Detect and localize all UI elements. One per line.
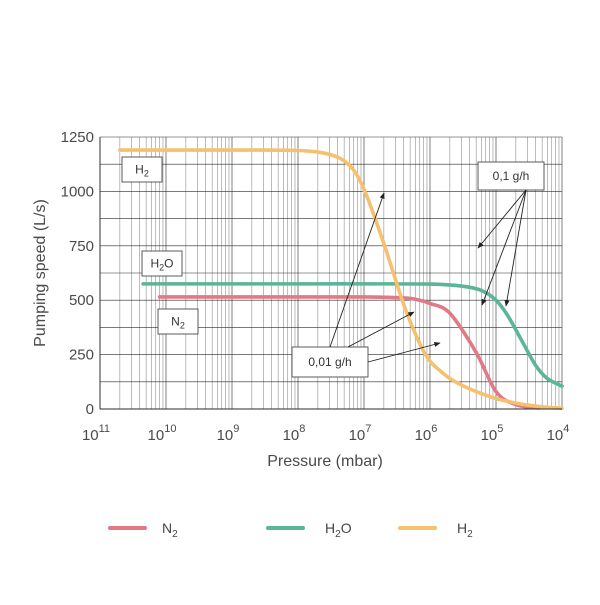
series-line-h2o [141, 282, 564, 388]
x-axis-label: Pressure (mbar) [267, 453, 383, 470]
y-tick-label: 250 [69, 347, 94, 364]
annotation-arrow [481, 189, 527, 306]
x-tick-label: 108 [283, 423, 306, 444]
annotation-text: N2 [171, 315, 185, 331]
annotation-arrow [367, 342, 441, 363]
legend-label: H2 [457, 520, 473, 540]
annotation-box [141, 250, 183, 277]
series-line-n2 [157, 295, 541, 410]
y-tick-label: 500 [69, 292, 94, 309]
legend-item-n2: N2 [108, 520, 178, 540]
legend-item-h2o: H2O [266, 520, 352, 540]
y-tick-label: 0 [86, 401, 94, 418]
x-tick-label: 105 [481, 423, 504, 444]
annotation-arrow [477, 189, 527, 249]
x-tick-label: 104 [547, 423, 570, 444]
legend-label: N2 [162, 520, 178, 540]
y-tick-label: 1250 [61, 129, 94, 146]
x-tick-label: 109 [217, 423, 240, 444]
annotation-layer: H2 H2O N2 0,1 g/h 0,01 g/h [121, 156, 545, 378]
tick-layer: 0 250 500 750 1000 1250 1011 1010 109 108 107 106 10… [32, 129, 569, 470]
annotation-flow-001: 0,01 g/h [291, 346, 369, 378]
x-tick-label: 1011 [82, 423, 110, 444]
annotation-h2o-box: H2O [141, 250, 183, 277]
legend-item-h2: H2 [398, 520, 473, 540]
x-tick-label: 1010 [148, 423, 177, 444]
frame-layer [99, 137, 562, 410]
annotation-arrow [329, 192, 385, 348]
annotation-arrow [504, 189, 527, 307]
x-tick-label: 107 [349, 423, 372, 444]
curve-layer [118, 148, 564, 410]
annotation-h2-box: H2 [121, 156, 163, 183]
annotation-text: H2 [135, 163, 149, 179]
annotation-text: H2O [150, 257, 173, 273]
annotation-text: 0,1 g/h [493, 169, 530, 183]
y-tick-label: 750 [69, 238, 94, 255]
annotation-n2-box: N2 [157, 308, 199, 335]
annotation-box [477, 161, 545, 191]
legend-label: H2O [325, 520, 352, 540]
y-tick-label: 1000 [61, 183, 94, 200]
annotation-box [157, 308, 199, 335]
annotation-text: 0,01 g/h [308, 355, 351, 369]
annotation-arrow [347, 311, 415, 348]
annotation-box [121, 156, 163, 183]
legend-layer: N2 H2O H2 [108, 520, 473, 540]
x-tick-label: 106 [415, 423, 438, 444]
annotation-flow-01: 0,1 g/h [477, 161, 545, 191]
series-line-h2 [118, 148, 564, 410]
y-axis-label: Pumping speed (L/s) [32, 199, 49, 347]
